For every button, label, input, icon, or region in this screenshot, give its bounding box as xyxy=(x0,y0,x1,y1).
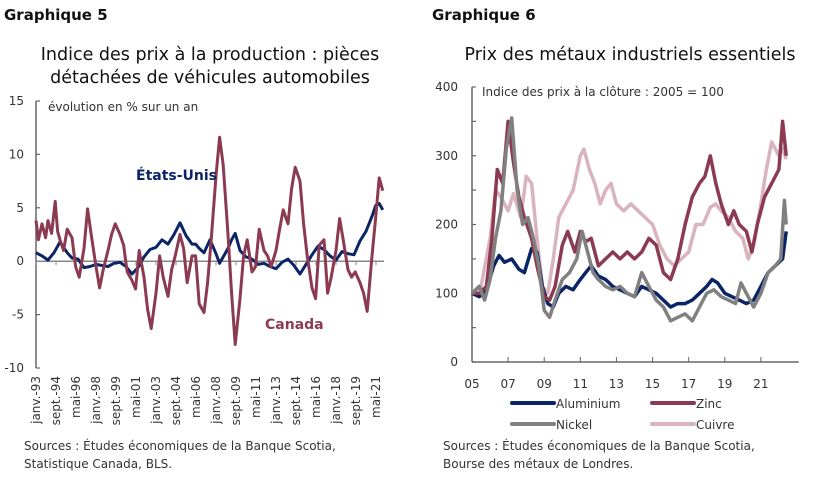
x-tick-label: mai-01 xyxy=(129,376,143,418)
chart-title-line-1: Prix des métaux industriels essentiels xyxy=(464,45,796,65)
x-tick-label: 07 xyxy=(500,377,515,391)
legend-item-aluminium: Aluminium xyxy=(510,397,620,411)
legend-item-zinc: Zinc xyxy=(650,397,722,411)
x-tick-label: mai-11 xyxy=(249,376,263,418)
y-tick-label: 300 xyxy=(435,149,458,163)
x-tick-label: sept.-09 xyxy=(229,376,243,425)
x-tick-label: 17 xyxy=(681,377,696,391)
legend: Aluminium Zinc Nickel Cuivre xyxy=(510,397,734,432)
y-tick-label: 100 xyxy=(435,286,458,300)
annotation-canada: Canada xyxy=(265,317,324,333)
y-tick-label: 200 xyxy=(435,218,458,232)
sources-line-1: Sources : Études économiques de la Banqu… xyxy=(443,439,755,453)
legend-label: Zinc xyxy=(696,397,722,411)
y-tick-label: 10 xyxy=(9,147,24,161)
x-tick-label: mai-96 xyxy=(69,376,83,418)
y-tick-label: -10 xyxy=(4,361,24,375)
legend-label: Cuivre xyxy=(696,418,734,432)
x-tick-label: sept.-04 xyxy=(169,376,183,425)
sources-line-2: Bourse des métaux de Londres. xyxy=(443,457,634,471)
chart-metals: 400 300 200 100 0 05 07 09 11 13 15 17 19 21 Indice de… xyxy=(435,80,799,432)
x-tick-label: janv.-08 xyxy=(209,376,223,425)
legend-label: Nickel xyxy=(556,418,592,432)
x-tick-label: 05 xyxy=(464,377,479,391)
annotation-etats-unis: États-Unis xyxy=(136,167,217,184)
x-tick-label: 11 xyxy=(573,377,588,391)
x-tick-label: janv.-03 xyxy=(149,376,163,425)
y-tick-label: 15 xyxy=(9,94,24,108)
y-tick-label: 5 xyxy=(16,201,24,215)
legend-item-cuivre: Cuivre xyxy=(650,418,734,432)
x-tick-label: mai-16 xyxy=(309,376,323,418)
x-tick-label: janv.-98 xyxy=(89,376,103,425)
panel-label-graphique-6: Graphique 6 xyxy=(432,6,536,24)
y-axis-unit-note: évolution en % sur un an xyxy=(48,100,198,114)
series-line-etats-unis xyxy=(35,202,385,276)
x-tick-label: sept.-14 xyxy=(289,376,303,425)
y-tick-label: 0 xyxy=(16,254,24,268)
y-axis-unit-note: Indice des prix à la clôture : 2005 = 10… xyxy=(482,85,724,99)
y-tick-label: 0 xyxy=(450,355,458,369)
sources-line-1: Sources : Études économiques de la Banqu… xyxy=(24,439,336,453)
chart-title-metals: Prix des métaux industriels essentiels xyxy=(440,44,820,67)
x-tick-label: sept.-19 xyxy=(349,376,363,425)
series-line-cuivre xyxy=(470,140,788,296)
x-tick-label: 09 xyxy=(537,377,552,391)
x-tick-label: sept.-94 xyxy=(49,376,63,425)
chart-title-line-2: détachées de véhicules automobiles xyxy=(50,68,370,88)
x-tick-label: mai-06 xyxy=(189,376,203,418)
sources-line-2: Statistique Canada, BLS. xyxy=(24,457,173,471)
sources-note-left: Sources : Études économiques de la Banqu… xyxy=(24,437,336,473)
panel-label-graphique-5: Graphique 5 xyxy=(4,6,108,24)
x-tick-label: janv.-13 xyxy=(269,376,283,425)
y-tick-label: -5 xyxy=(12,308,24,322)
x-tick-label: sept.-99 xyxy=(109,376,123,425)
series-line-nickel xyxy=(470,116,788,323)
x-tick-label: 13 xyxy=(609,377,624,391)
chart-ppi: 15 10 5 0 -5 -10 janv.-93 sept.-94 mai-96 janv.-9… xyxy=(4,94,385,425)
x-tick-label: 21 xyxy=(753,377,768,391)
chart-title-line-1: Indice des prix à la production : pièces xyxy=(40,45,380,65)
sources-note-right: Sources : Études économiques de la Banqu… xyxy=(443,437,755,473)
x-tick-label: 19 xyxy=(717,377,732,391)
series-line-canada xyxy=(34,135,385,346)
legend-item-nickel: Nickel xyxy=(510,418,592,432)
x-tick-label: janv.-93 xyxy=(29,376,43,425)
x-tick-label: janv.-18 xyxy=(329,376,343,425)
x-tick-label: mai-21 xyxy=(369,376,383,418)
chart-title-ppi: Indice des prix à la production : pièces… xyxy=(20,44,400,90)
y-tick-label: 400 xyxy=(435,80,458,94)
legend-label: Aluminium xyxy=(556,397,620,411)
x-tick-label: 15 xyxy=(645,377,660,391)
